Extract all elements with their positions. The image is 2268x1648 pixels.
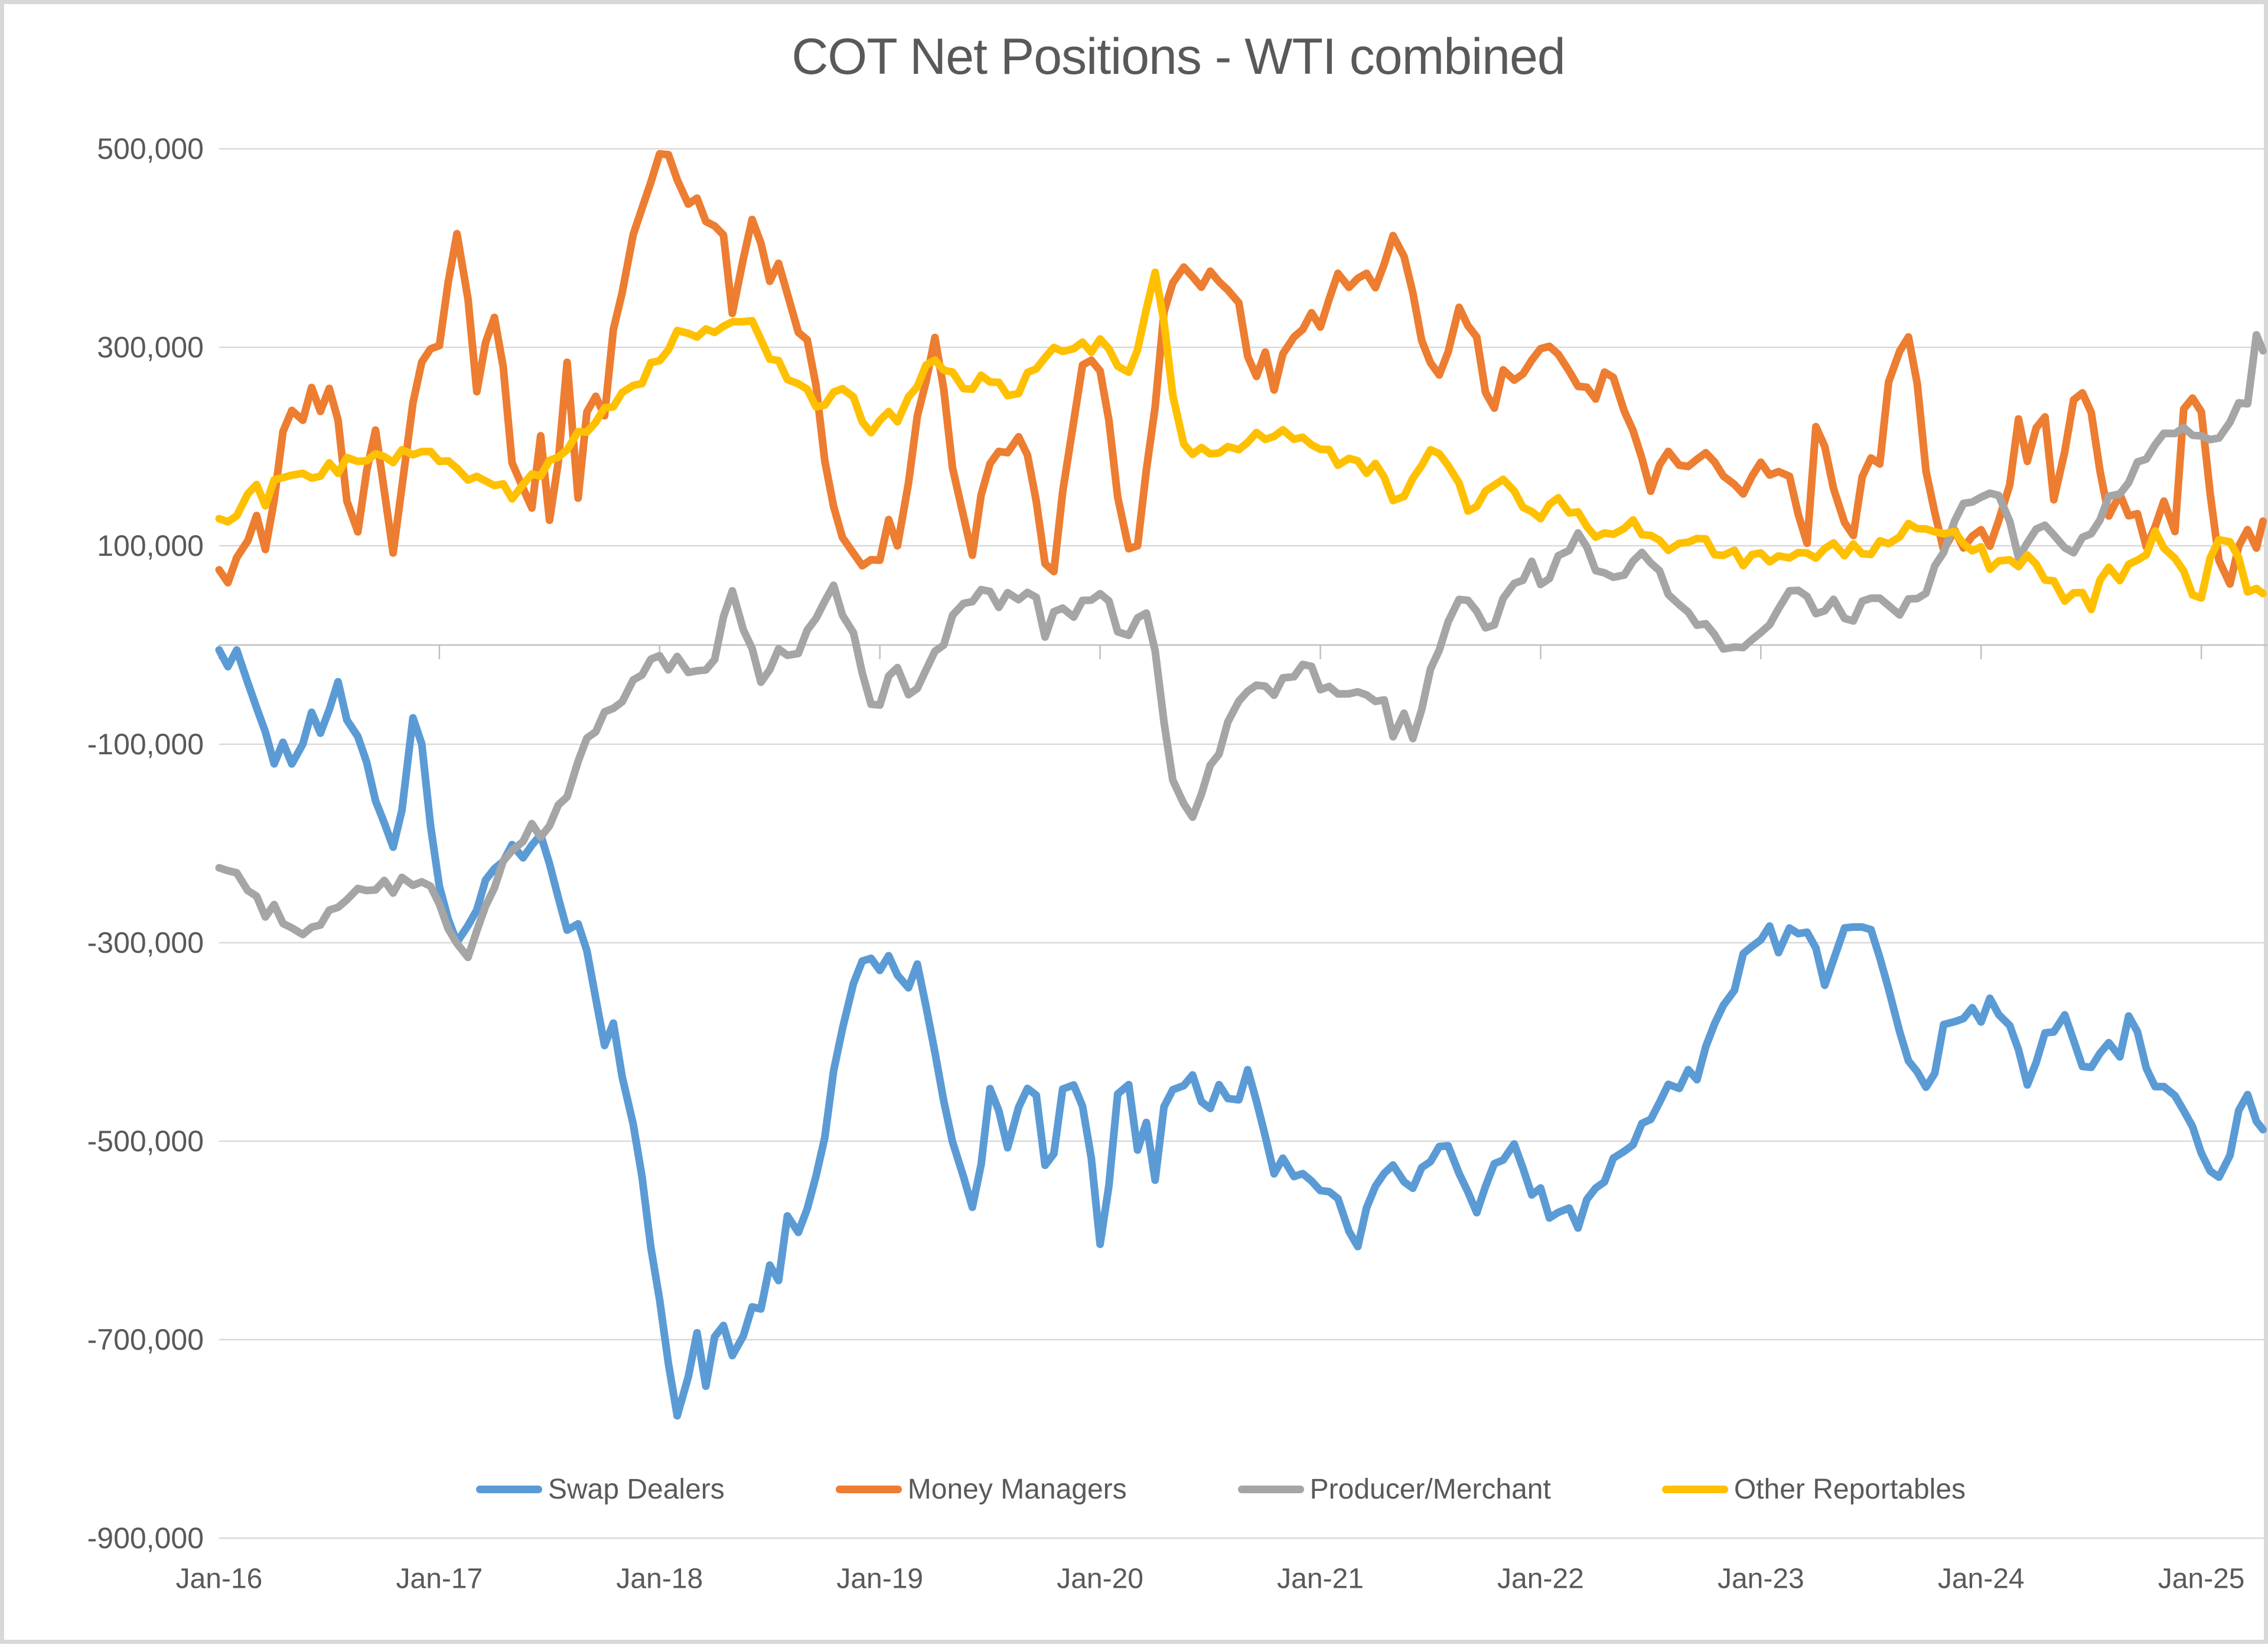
legend-item-swap-dealers: Swap Dealers bbox=[475, 1473, 725, 1506]
series-line-money-managers bbox=[215, 150, 2267, 588]
y-tick-label: -700,000 bbox=[87, 1323, 204, 1356]
x-tick-label: Jan-24 bbox=[1938, 1564, 2025, 1595]
x-tick-label: Jan-18 bbox=[616, 1564, 703, 1595]
legend-label-producer-merchant: Producer/Merchant bbox=[1309, 1474, 1551, 1505]
legend-item-producer-merchant: Producer/Merchant bbox=[1237, 1473, 1551, 1506]
producer-merchant-line-swatch-icon bbox=[1237, 1486, 1304, 1493]
series-line-swap-dealers bbox=[215, 646, 2267, 1420]
axis-labels-layer: 500,000 300,000 100,000 -100,000 -300,000 -50… bbox=[87, 132, 2245, 1595]
chart-legend: Swap Dealers Money Managers Producer/Mer… bbox=[87, 1473, 2268, 1506]
y-tick-label: 300,000 bbox=[97, 331, 204, 364]
y-tick-label: -900,000 bbox=[87, 1522, 204, 1555]
axis-layer bbox=[218, 644, 2267, 659]
series-lines-layer bbox=[215, 150, 2267, 1420]
legend-label-money-managers: Money Managers bbox=[907, 1474, 1127, 1505]
x-tick-label: Jan-22 bbox=[1497, 1564, 1584, 1595]
legend-item-money-managers: Money Managers bbox=[835, 1473, 1127, 1506]
x-tick-label: Jan-21 bbox=[1277, 1564, 1364, 1595]
y-tick-label: -100,000 bbox=[87, 728, 204, 761]
other-reportables-line-swatch-icon bbox=[1661, 1486, 1728, 1493]
y-tick-label: 500,000 bbox=[97, 132, 204, 165]
x-tick-label: Jan-23 bbox=[1718, 1564, 1804, 1595]
x-tick-label: Jan-17 bbox=[396, 1564, 483, 1595]
gridlines-layer bbox=[219, 148, 2267, 1539]
legend-label-swap-dealers: Swap Dealers bbox=[548, 1474, 725, 1505]
chart-title: COT Net Positions - WTI combined bbox=[791, 28, 1565, 85]
chart-plot-area: 500,000 300,000 100,000 -100,000 -300,000 -50… bbox=[87, 132, 2267, 1595]
y-tick-label: 100,000 bbox=[97, 529, 204, 562]
series-line-producer-merchant bbox=[215, 331, 2267, 962]
money-managers-line-swatch-icon bbox=[835, 1486, 902, 1493]
legend-label-other-reportables: Other Reportables bbox=[1733, 1474, 1966, 1505]
x-tick-label: Jan-16 bbox=[176, 1564, 263, 1595]
swap-dealers-line-swatch-icon bbox=[475, 1486, 542, 1493]
y-tick-label: -300,000 bbox=[87, 926, 204, 959]
x-tick-label: Jan-19 bbox=[836, 1564, 923, 1595]
y-tick-label: -500,000 bbox=[87, 1125, 204, 1158]
x-tick-label: Jan-25 bbox=[2158, 1564, 2245, 1595]
legend-item-other-reportables: Other Reportables bbox=[1661, 1473, 1966, 1506]
x-tick-label: Jan-20 bbox=[1057, 1564, 1143, 1595]
series-line-other-reportables bbox=[215, 268, 2267, 614]
